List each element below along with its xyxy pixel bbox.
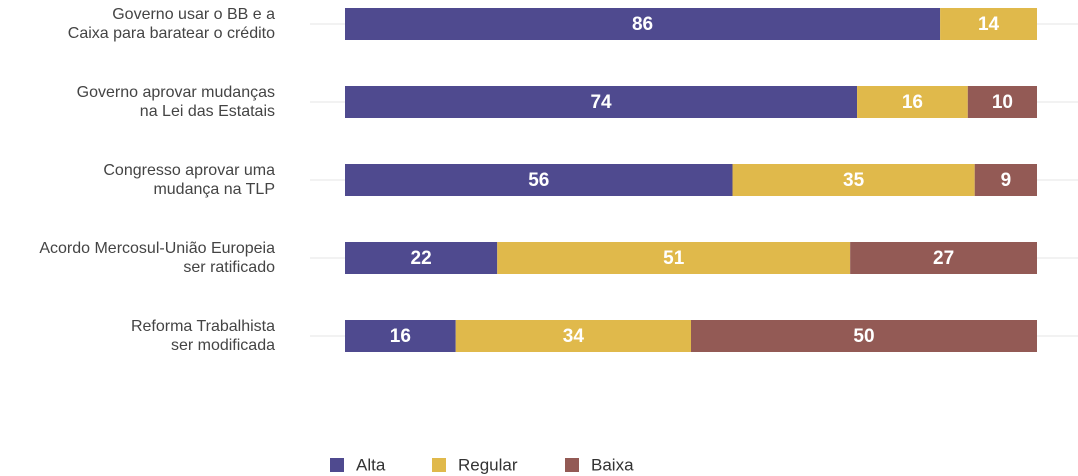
bar-segment [940, 8, 1037, 40]
bar-segment [345, 86, 858, 118]
legend-swatch [432, 458, 446, 472]
bar-segment [967, 86, 1037, 118]
value-label: 10 [992, 92, 1013, 113]
value-label: 27 [933, 248, 954, 269]
bar-segment [732, 164, 975, 196]
value-label: 56 [528, 170, 549, 191]
bar-segment [345, 164, 733, 196]
value-label: 14 [978, 14, 1000, 35]
category-label: Governo aprovar mudanças [77, 84, 275, 101]
legend-label: Baixa [591, 455, 634, 474]
value-label: 16 [902, 92, 923, 113]
bar-segment [345, 8, 941, 40]
bar-segment [850, 242, 1037, 274]
value-label: 74 [590, 92, 612, 113]
category-label: mudança na TLP [153, 181, 275, 198]
value-label: 51 [663, 248, 685, 269]
legend-label: Alta [356, 455, 386, 474]
category-label: Acordo Mercosul-União Europeia [39, 240, 275, 257]
value-label: 22 [411, 248, 432, 269]
legend-label: Regular [458, 455, 518, 474]
category-label: Governo usar o BB e a [112, 6, 275, 23]
legend-swatch [565, 458, 579, 472]
category-label: ser modificada [171, 337, 275, 354]
bar-segment [497, 242, 851, 274]
bar-segment [857, 86, 968, 118]
value-label: 9 [1001, 170, 1012, 191]
value-label: 35 [843, 170, 865, 191]
category-label: ser ratificado [183, 259, 275, 276]
value-label: 34 [563, 326, 585, 347]
bar-segment [345, 242, 498, 274]
legend-swatch [330, 458, 344, 472]
value-label: 86 [632, 14, 653, 35]
category-label: Congresso aprovar uma [103, 162, 275, 179]
bar-segment [455, 320, 691, 352]
bar-segment [691, 320, 1037, 352]
bar-segment [345, 320, 456, 352]
category-label: Reforma Trabalhista [131, 318, 275, 335]
bar-segment [974, 164, 1037, 196]
value-label: 50 [853, 326, 874, 347]
category-label: Caixa para baratear o crédito [68, 25, 275, 42]
category-label: na Lei das Estatais [140, 103, 275, 120]
value-label: 16 [390, 326, 411, 347]
